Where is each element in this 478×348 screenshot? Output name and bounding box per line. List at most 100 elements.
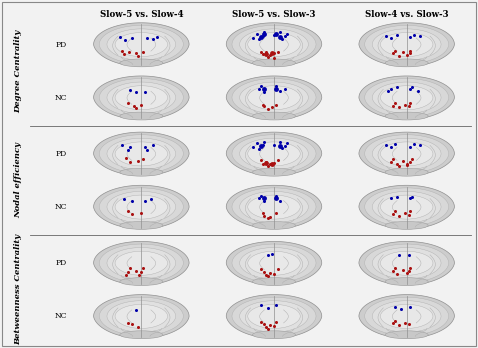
Polygon shape bbox=[372, 82, 441, 113]
Polygon shape bbox=[365, 244, 449, 283]
Polygon shape bbox=[226, 295, 322, 338]
Polygon shape bbox=[232, 297, 316, 335]
Polygon shape bbox=[115, 33, 168, 57]
Polygon shape bbox=[380, 195, 433, 219]
Ellipse shape bbox=[385, 278, 428, 285]
Polygon shape bbox=[380, 142, 433, 166]
Polygon shape bbox=[239, 29, 308, 60]
Polygon shape bbox=[226, 242, 322, 285]
Text: PD: PD bbox=[56, 41, 67, 49]
Polygon shape bbox=[232, 244, 316, 283]
Polygon shape bbox=[365, 79, 449, 117]
Polygon shape bbox=[239, 191, 308, 223]
Polygon shape bbox=[99, 297, 184, 335]
Polygon shape bbox=[359, 76, 455, 120]
Polygon shape bbox=[107, 301, 176, 332]
Polygon shape bbox=[359, 185, 455, 229]
Polygon shape bbox=[115, 251, 168, 275]
Polygon shape bbox=[94, 76, 189, 120]
Polygon shape bbox=[115, 304, 168, 329]
Polygon shape bbox=[372, 138, 441, 169]
Polygon shape bbox=[232, 135, 316, 173]
Ellipse shape bbox=[252, 221, 295, 229]
Ellipse shape bbox=[120, 278, 163, 285]
Polygon shape bbox=[232, 25, 316, 64]
Ellipse shape bbox=[385, 59, 428, 67]
Ellipse shape bbox=[120, 331, 163, 339]
Polygon shape bbox=[248, 86, 300, 110]
Polygon shape bbox=[248, 142, 300, 166]
Polygon shape bbox=[239, 138, 308, 169]
Polygon shape bbox=[107, 82, 176, 113]
Polygon shape bbox=[94, 295, 189, 338]
Text: Slow-4 vs. Slow-3: Slow-4 vs. Slow-3 bbox=[365, 10, 448, 19]
Polygon shape bbox=[99, 25, 184, 64]
Text: Nodal efficiency: Nodal efficiency bbox=[14, 142, 22, 219]
Polygon shape bbox=[359, 132, 455, 176]
Text: PD: PD bbox=[56, 150, 67, 158]
Polygon shape bbox=[372, 29, 441, 60]
Text: Slow-5 vs. Slow-3: Slow-5 vs. Slow-3 bbox=[232, 10, 316, 19]
Text: Betweenness Centrality: Betweenness Centrality bbox=[14, 234, 22, 346]
Ellipse shape bbox=[385, 112, 428, 120]
Ellipse shape bbox=[120, 59, 163, 67]
Polygon shape bbox=[248, 251, 300, 275]
Polygon shape bbox=[115, 142, 168, 166]
Polygon shape bbox=[94, 185, 189, 229]
Polygon shape bbox=[99, 135, 184, 173]
Polygon shape bbox=[365, 135, 449, 173]
Polygon shape bbox=[248, 33, 300, 57]
Text: PD: PD bbox=[56, 259, 67, 267]
Polygon shape bbox=[99, 188, 184, 226]
Polygon shape bbox=[226, 132, 322, 176]
Polygon shape bbox=[107, 138, 176, 169]
Text: Slow-5 vs. Slow-4: Slow-5 vs. Slow-4 bbox=[99, 10, 183, 19]
Ellipse shape bbox=[120, 168, 163, 176]
Polygon shape bbox=[115, 195, 168, 219]
Polygon shape bbox=[380, 304, 433, 329]
Polygon shape bbox=[232, 79, 316, 117]
Ellipse shape bbox=[252, 278, 295, 285]
Polygon shape bbox=[380, 86, 433, 110]
Ellipse shape bbox=[252, 168, 295, 176]
Polygon shape bbox=[107, 29, 176, 60]
Ellipse shape bbox=[252, 331, 295, 339]
Polygon shape bbox=[380, 251, 433, 275]
Ellipse shape bbox=[385, 221, 428, 229]
Text: NC: NC bbox=[54, 203, 67, 211]
Polygon shape bbox=[372, 301, 441, 332]
Polygon shape bbox=[239, 247, 308, 279]
Polygon shape bbox=[372, 247, 441, 279]
Ellipse shape bbox=[385, 331, 428, 339]
Text: NC: NC bbox=[54, 94, 67, 102]
Polygon shape bbox=[107, 247, 176, 279]
Polygon shape bbox=[372, 191, 441, 223]
Polygon shape bbox=[359, 242, 455, 285]
Polygon shape bbox=[239, 301, 308, 332]
Ellipse shape bbox=[120, 221, 163, 229]
Polygon shape bbox=[107, 191, 176, 223]
Polygon shape bbox=[365, 297, 449, 335]
Ellipse shape bbox=[120, 112, 163, 120]
Polygon shape bbox=[94, 242, 189, 285]
Polygon shape bbox=[94, 23, 189, 66]
Polygon shape bbox=[380, 33, 433, 57]
Polygon shape bbox=[248, 304, 300, 329]
Ellipse shape bbox=[252, 112, 295, 120]
Polygon shape bbox=[365, 25, 449, 64]
Polygon shape bbox=[232, 188, 316, 226]
Polygon shape bbox=[226, 185, 322, 229]
Polygon shape bbox=[94, 132, 189, 176]
Text: Degree Centrality: Degree Centrality bbox=[14, 30, 22, 113]
Text: NC: NC bbox=[54, 313, 67, 321]
Ellipse shape bbox=[385, 168, 428, 176]
Polygon shape bbox=[226, 23, 322, 66]
Polygon shape bbox=[115, 86, 168, 110]
Ellipse shape bbox=[252, 59, 295, 67]
Polygon shape bbox=[248, 195, 300, 219]
Polygon shape bbox=[365, 188, 449, 226]
Polygon shape bbox=[239, 82, 308, 113]
Polygon shape bbox=[226, 76, 322, 120]
Polygon shape bbox=[359, 23, 455, 66]
Polygon shape bbox=[359, 295, 455, 338]
